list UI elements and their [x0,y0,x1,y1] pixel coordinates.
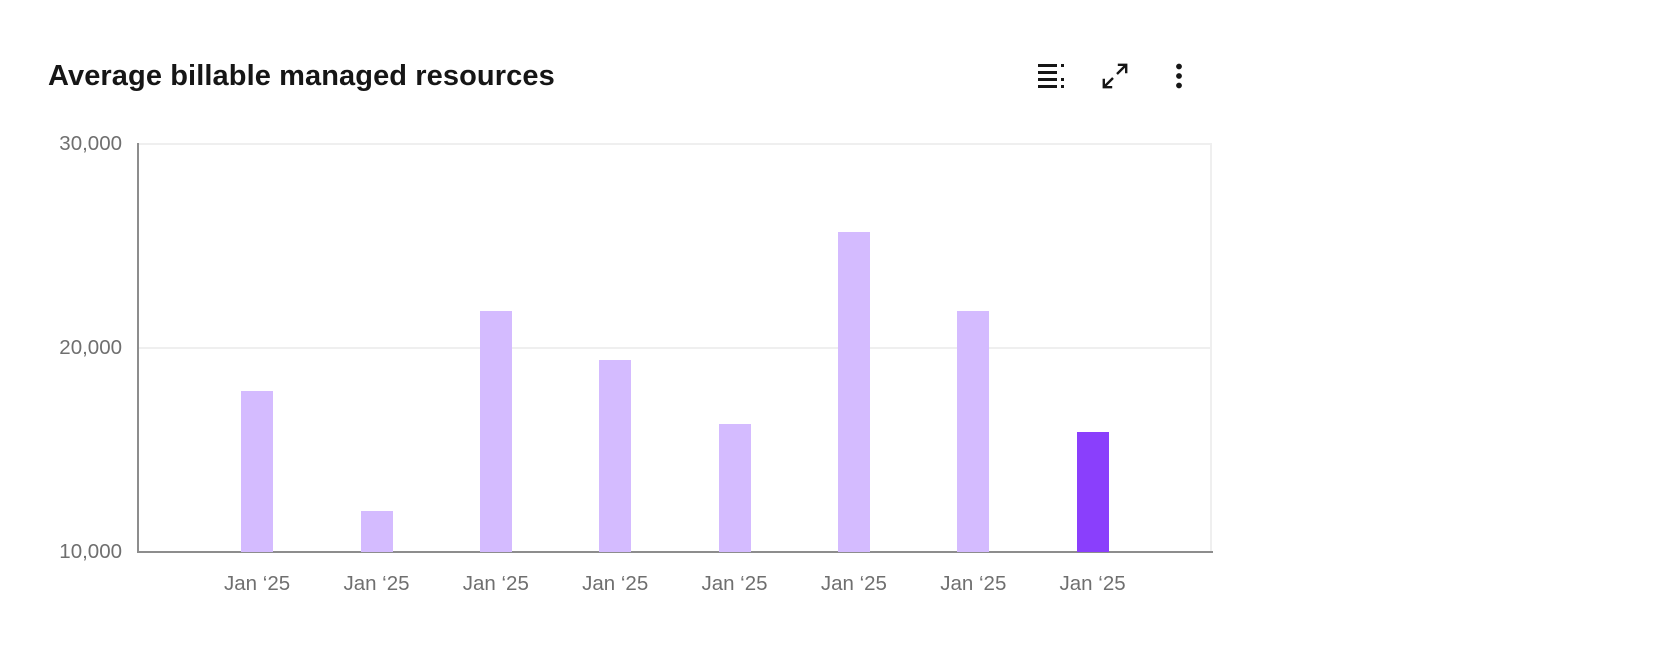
x-tick-label: Jan ‘25 [224,572,291,595]
gridline-30000 [139,142,1211,145]
x-axis-labels: Jan ‘25 Jan ‘25 Jan ‘25 Jan ‘25 Jan ‘25 Jan ‘… [138,571,1211,599]
bar[interactable] [1076,431,1109,552]
x-tick-label: Jan ‘25 [820,572,887,595]
x-tick-label: Jan ‘25 [462,572,529,595]
overflow-menu-button[interactable] [1155,53,1203,101]
y-tick-label: 10,000 [59,540,122,563]
bar[interactable] [957,311,990,552]
show-data-table-button[interactable] [1027,53,1075,101]
bar[interactable] [360,511,393,552]
x-tick-label: Jan ‘25 [940,572,1007,595]
bar[interactable] [241,390,274,552]
kebab-menu-icon [1175,63,1183,92]
x-axis-line [137,550,1213,553]
x-tick-label: Jan ‘25 [1059,572,1126,595]
chart-toolbar [1027,53,1203,101]
expand-icon [1100,61,1130,94]
data-table-icon [1038,63,1064,92]
bar[interactable] [599,360,632,552]
x-tick-label: Jan ‘25 [701,572,768,595]
plot-right-border [1210,143,1212,552]
y-tick-label: 30,000 [59,132,122,155]
chart-title: Average billable managed resources [48,60,555,92]
bar[interactable] [479,311,512,552]
gridline-20000 [139,346,1211,349]
bar[interactable] [718,423,751,552]
x-tick-label: Jan ‘25 [582,572,649,595]
bar[interactable] [837,231,870,552]
bars-layer [138,144,1211,552]
x-tick-label: Jan ‘25 [343,572,410,595]
y-axis-line [137,143,139,552]
y-tick-label: 20,000 [59,336,122,359]
expand-button[interactable] [1091,53,1139,101]
